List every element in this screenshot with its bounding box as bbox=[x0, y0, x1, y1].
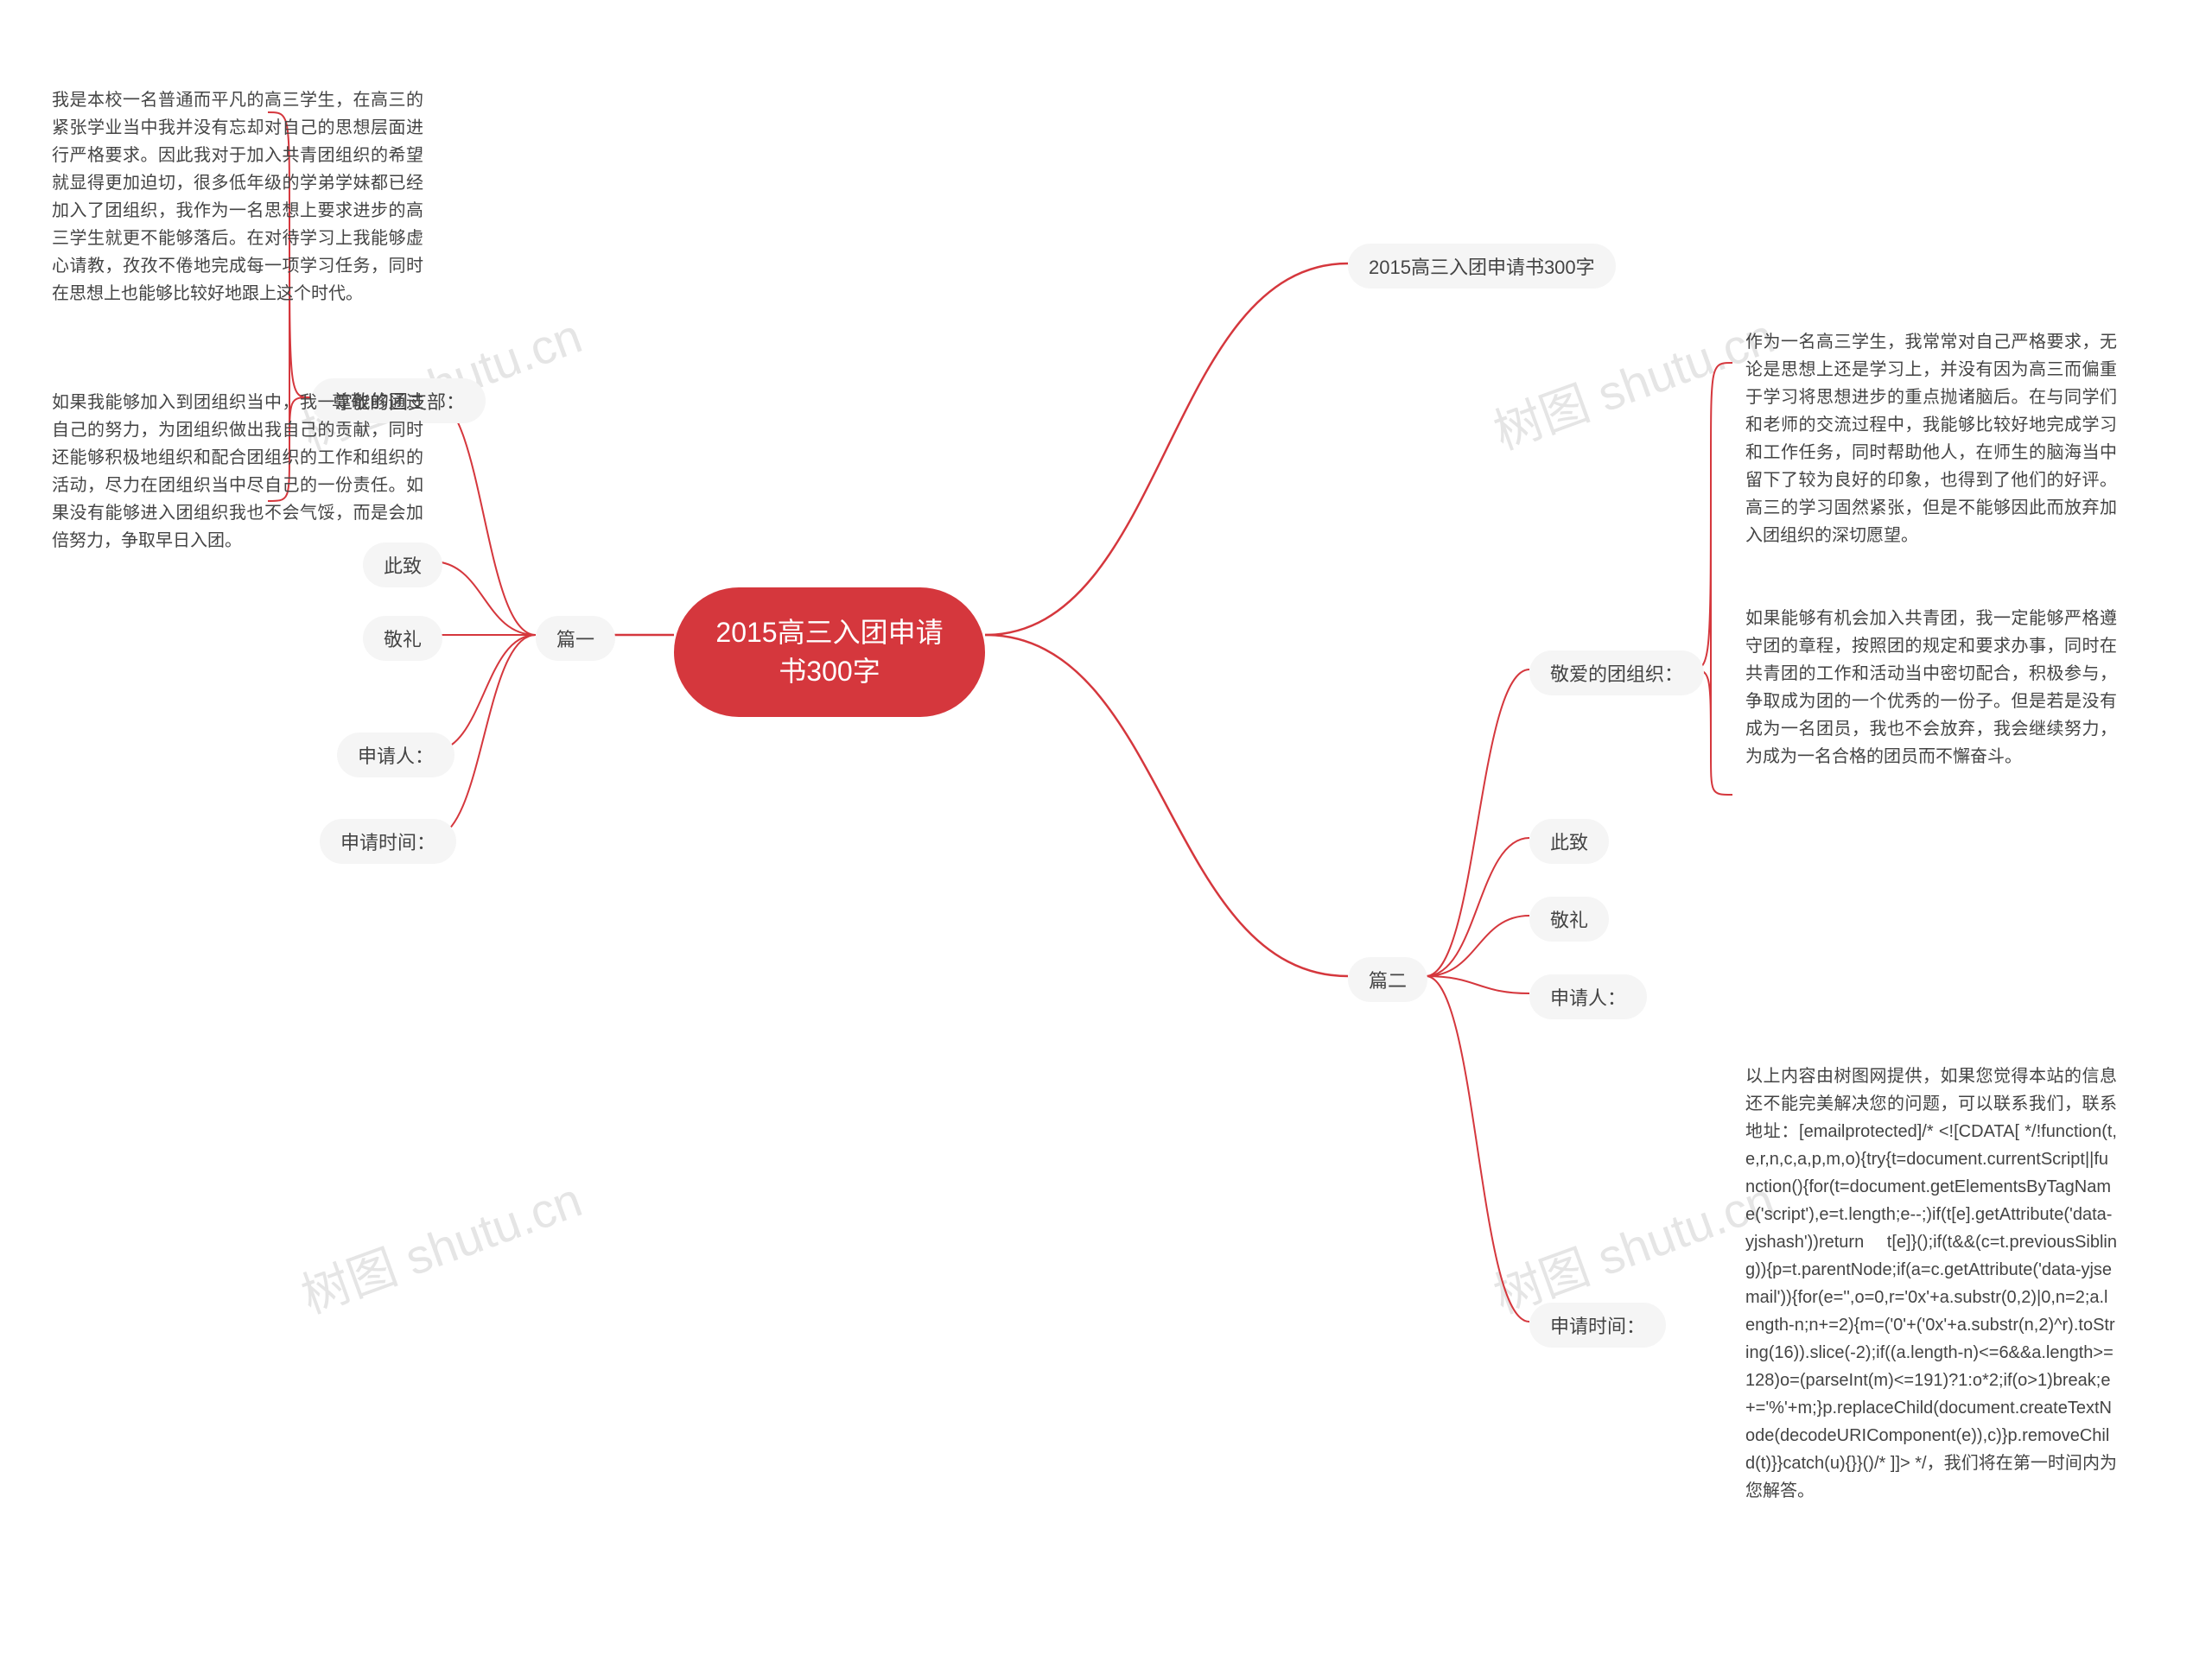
left-paragraph-2: 如果我能够加入到团组织当中，我一定能够通过自己的努力，为团组织做出我自己的贡献，… bbox=[52, 389, 423, 555]
left-item-jingli[interactable]: 敬礼 bbox=[363, 616, 442, 661]
section-one-node[interactable]: 篇一 bbox=[536, 616, 615, 661]
watermark: 树图 shutu.cn bbox=[290, 1161, 590, 1327]
right-item-time[interactable]: 申请时间： bbox=[1529, 1303, 1666, 1348]
right-paragraph-2: 如果能够有机会加入共青团，我一定能够严格遵守团的章程，按照团的规定和要求办事，同… bbox=[1745, 605, 2117, 771]
right-paragraph-3: 以上内容由树图网提供，如果您觉得本站的信息还不能完美解决您的问题，可以联系我们，… bbox=[1745, 1063, 2117, 1505]
section-two-node[interactable]: 篇二 bbox=[1348, 957, 1427, 1002]
right-item-org[interactable]: 敬爱的团组织： bbox=[1529, 650, 1704, 695]
watermark: 树图 shutu.cn bbox=[1483, 297, 1783, 463]
right-item-applicant[interactable]: 申请人： bbox=[1529, 974, 1647, 1019]
left-item-time[interactable]: 申请时间： bbox=[320, 819, 456, 864]
right-item-cizhi[interactable]: 此致 bbox=[1529, 819, 1609, 864]
left-item-applicant[interactable]: 申请人： bbox=[337, 733, 454, 777]
right-paragraph-1: 作为一名高三学生，我常常对自己严格要求，无论是思想上还是学习上，并没有因为高三而… bbox=[1745, 328, 2117, 549]
right-item-jingli[interactable]: 敬礼 bbox=[1529, 897, 1609, 942]
root-node[interactable]: 2015高三入团申请书300字 bbox=[674, 587, 985, 717]
left-paragraph-1: 我是本校一名普通而平凡的高三学生，在高三的紧张学业当中我并没有忘却对自己的思想层… bbox=[52, 86, 423, 308]
right-title-node[interactable]: 2015高三入团申请书300字 bbox=[1348, 244, 1616, 289]
